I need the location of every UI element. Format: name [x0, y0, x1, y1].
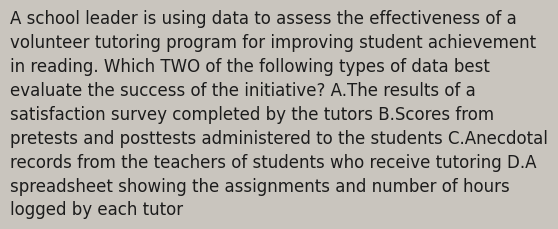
- Text: A school leader is using data to assess the effectiveness of a
volunteer tutorin: A school leader is using data to assess …: [10, 10, 548, 218]
